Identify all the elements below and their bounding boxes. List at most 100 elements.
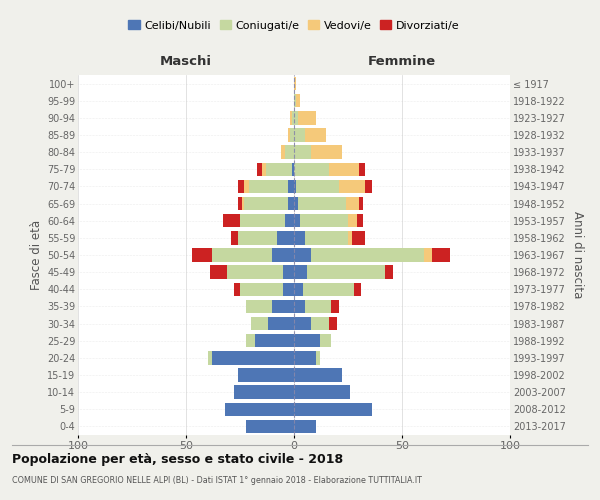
Bar — [348, 231, 352, 244]
Bar — [210, 266, 227, 279]
Bar — [240, 214, 286, 228]
Bar — [294, 368, 341, 382]
Bar — [329, 162, 359, 176]
Bar — [365, 180, 372, 193]
Bar — [247, 420, 294, 433]
Bar — [294, 146, 311, 159]
Bar — [331, 300, 340, 313]
Bar — [294, 94, 296, 108]
Bar — [255, 334, 294, 347]
Bar — [305, 231, 348, 244]
Bar — [294, 197, 298, 210]
Bar — [283, 266, 294, 279]
Bar — [294, 402, 372, 416]
Bar — [281, 146, 286, 159]
Bar — [292, 111, 294, 124]
Bar — [305, 300, 331, 313]
Bar — [286, 214, 294, 228]
Legend: Celibi/Nubili, Coniugati/e, Vedovi/e, Divorziati/e: Celibi/Nubili, Coniugati/e, Vedovi/e, Di… — [124, 16, 464, 35]
Bar — [238, 231, 277, 244]
Bar — [268, 317, 294, 330]
Bar — [294, 300, 305, 313]
Bar — [359, 162, 365, 176]
Bar — [294, 351, 316, 364]
Bar — [244, 180, 248, 193]
Bar — [307, 266, 385, 279]
Bar — [262, 162, 266, 176]
Bar — [296, 180, 340, 193]
Bar — [233, 282, 240, 296]
Bar — [238, 180, 244, 193]
Bar — [272, 248, 294, 262]
Bar — [287, 180, 294, 193]
Bar — [238, 197, 242, 210]
Bar — [294, 77, 296, 90]
Bar — [356, 214, 363, 228]
Bar — [294, 162, 329, 176]
Bar — [329, 317, 337, 330]
Bar — [294, 111, 298, 124]
Bar — [316, 351, 320, 364]
Bar — [311, 248, 424, 262]
Bar — [355, 282, 361, 296]
Bar — [292, 162, 294, 176]
Text: Femmine: Femmine — [368, 55, 436, 68]
Bar — [212, 248, 272, 262]
Bar — [359, 197, 363, 210]
Bar — [352, 231, 365, 244]
Bar — [286, 146, 294, 159]
Bar — [294, 128, 305, 141]
Bar — [298, 197, 346, 210]
Bar — [225, 402, 294, 416]
Bar — [247, 334, 255, 347]
Text: Popolazione per età, sesso e stato civile - 2018: Popolazione per età, sesso e stato civil… — [12, 452, 343, 466]
Bar — [251, 317, 268, 330]
Bar — [298, 111, 316, 124]
Bar — [294, 266, 307, 279]
Bar — [296, 94, 301, 108]
Bar — [294, 180, 296, 193]
Bar — [287, 128, 290, 141]
Y-axis label: Fasce di età: Fasce di età — [29, 220, 43, 290]
Bar — [277, 231, 294, 244]
Bar — [272, 300, 294, 313]
Bar — [233, 386, 294, 399]
Text: COMUNE DI SAN GREGORIO NELLE ALPI (BL) - Dati ISTAT 1° gennaio 2018 - Elaborazio: COMUNE DI SAN GREGORIO NELLE ALPI (BL) -… — [12, 476, 422, 485]
Bar — [223, 214, 240, 228]
Bar — [305, 128, 326, 141]
Bar — [294, 386, 350, 399]
Text: Maschi: Maschi — [160, 55, 212, 68]
Bar — [385, 266, 394, 279]
Bar — [294, 334, 320, 347]
Bar — [294, 214, 301, 228]
Bar — [424, 248, 432, 262]
Bar — [432, 248, 449, 262]
Bar — [294, 317, 311, 330]
Bar — [320, 334, 331, 347]
Bar — [294, 248, 311, 262]
Bar — [294, 231, 305, 244]
Bar — [248, 180, 287, 193]
Bar — [311, 317, 329, 330]
Bar — [294, 420, 316, 433]
Bar — [232, 231, 238, 244]
Bar — [266, 162, 292, 176]
Bar — [208, 351, 212, 364]
Bar — [238, 368, 294, 382]
Bar — [301, 214, 348, 228]
Bar — [244, 197, 287, 210]
Bar — [257, 162, 262, 176]
Bar — [302, 282, 355, 296]
Bar — [348, 214, 356, 228]
Bar — [242, 197, 244, 210]
Bar — [294, 282, 302, 296]
Bar — [346, 197, 359, 210]
Bar — [212, 351, 294, 364]
Bar — [290, 111, 292, 124]
Bar — [311, 146, 341, 159]
Bar — [247, 300, 272, 313]
Bar — [287, 197, 294, 210]
Bar — [193, 248, 212, 262]
Bar — [290, 128, 294, 141]
Bar — [240, 282, 283, 296]
